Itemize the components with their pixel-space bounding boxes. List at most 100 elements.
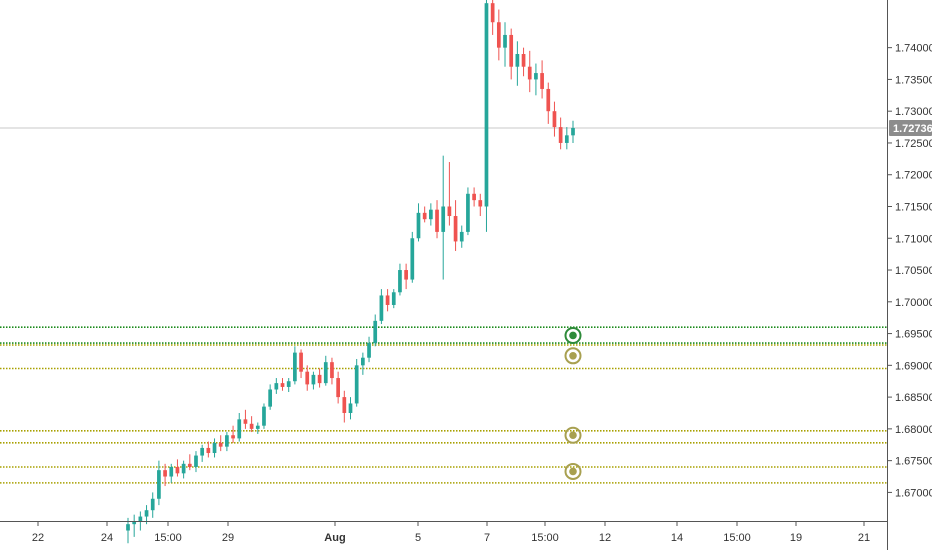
candle-28 [299, 349, 303, 379]
candle-33 [330, 357, 334, 385]
candle-52 [447, 162, 452, 226]
candle-body-55 [466, 193, 470, 232]
candle-body-6 [163, 470, 167, 477]
y-tick-label-9: 1.69500 [895, 329, 932, 341]
candle-13 [206, 441, 211, 458]
candle-46 [410, 231, 415, 283]
alert-marker-ring-0 [564, 326, 582, 344]
candle-body-63 [515, 54, 520, 67]
candle-8 [175, 459, 180, 477]
candle-body-47 [416, 212, 421, 239]
candle-24 [274, 378, 279, 394]
candle-39 [367, 336, 371, 363]
candle-body-68 [546, 88, 551, 112]
y-tick-label-4: 1.72000 [895, 170, 932, 182]
candle-60 [496, 9, 501, 61]
alert-marker-icon-2 [564, 426, 582, 444]
alert-marker-dot-2 [569, 431, 577, 440]
candle-10 [187, 454, 192, 471]
candle-body-1 [132, 521, 137, 525]
y-tick-label-1: 1.73500 [895, 74, 932, 86]
candle-0 [126, 517, 130, 544]
candle-61 [503, 22, 507, 67]
candle-body-42 [385, 295, 390, 305]
candle-body-15 [218, 442, 223, 447]
candle-body-10 [187, 463, 192, 467]
alert-marker-ring-2 [564, 426, 582, 444]
candle-22 [262, 403, 266, 429]
candle-34 [336, 371, 340, 404]
candle-18 [237, 412, 242, 442]
candle-72 [571, 120, 575, 143]
candle-23 [268, 384, 273, 410]
candle-body-20 [249, 423, 254, 429]
candle-body-65 [527, 66, 532, 80]
candle-70 [558, 117, 563, 150]
y-tick-label-0: 1.74000 [895, 43, 932, 55]
candle-6 [163, 463, 167, 487]
candle-body-14 [212, 442, 217, 454]
x-tick-label-5: 5 [415, 532, 421, 544]
alert-marker-dot-3 [569, 467, 577, 476]
candle-65 [527, 50, 532, 93]
candle-35 [342, 390, 347, 423]
candle-38 [361, 352, 365, 375]
y-tick-label-10: 1.69000 [895, 360, 932, 372]
candle-15 [218, 435, 223, 452]
candle-body-37 [354, 365, 359, 404]
y-tick-label-6: 1.71000 [895, 233, 932, 245]
candle-body-12 [200, 447, 205, 456]
candle-body-43 [391, 292, 396, 305]
candle-body-30 [311, 374, 316, 385]
x-tick-label-11: 19 [790, 532, 802, 544]
candle-body-39 [367, 343, 371, 358]
alert-marker-dot-0 [569, 331, 577, 340]
candle-66 [534, 63, 538, 96]
x-tick-label-0: 22 [32, 532, 44, 544]
x-tick-label-3: 29 [222, 532, 234, 544]
candle-67 [540, 60, 544, 99]
candle-body-4 [150, 498, 155, 511]
candle-21 [255, 422, 260, 434]
candle-body-36 [348, 403, 353, 413]
candle-body-57 [478, 200, 483, 207]
candle-body-40 [373, 320, 378, 344]
candle-body-26 [286, 381, 291, 387]
candle-body-49 [428, 209, 433, 220]
candle-body-25 [280, 383, 285, 387]
candle-body-45 [404, 270, 408, 280]
candle-63 [515, 41, 520, 86]
candle-50 [435, 200, 439, 239]
x-tick-label-4: Aug [324, 532, 345, 544]
candle-36 [348, 397, 353, 420]
last-price-label: 1.72736 [893, 123, 932, 135]
candle-47 [416, 203, 421, 242]
x-tick-label-1: 24 [101, 532, 113, 544]
horizontal-levels [0, 326, 887, 484]
candle-31 [317, 368, 322, 388]
candle-body-72 [571, 127, 575, 136]
candle-25 [280, 378, 285, 391]
candle-body-52 [447, 206, 452, 217]
candle-body-0 [126, 524, 130, 531]
candle-42 [385, 289, 390, 312]
x-tick-label-12: 21 [858, 532, 870, 544]
y-tick-label-7: 1.70500 [895, 265, 932, 277]
candle-body-18 [237, 419, 242, 439]
candle-20 [249, 416, 254, 433]
candle-71 [564, 127, 569, 150]
candle-body-19 [243, 419, 248, 424]
y-tick-label-11: 1.68500 [895, 392, 932, 404]
candle-body-50 [435, 209, 439, 232]
candle-body-17 [231, 435, 235, 439]
candles [126, 0, 575, 544]
candle-27 [293, 346, 297, 385]
candle-68 [546, 82, 551, 124]
y-axis-ticks: 1.74000 1.73500 1.73000 1.72500 1.72000 1.715… [887, 43, 932, 499]
candle-14 [212, 438, 217, 458]
candle-30 [311, 371, 316, 390]
candle-body-53 [453, 216, 458, 242]
candle-55 [466, 187, 470, 236]
candle-body-61 [503, 34, 507, 48]
